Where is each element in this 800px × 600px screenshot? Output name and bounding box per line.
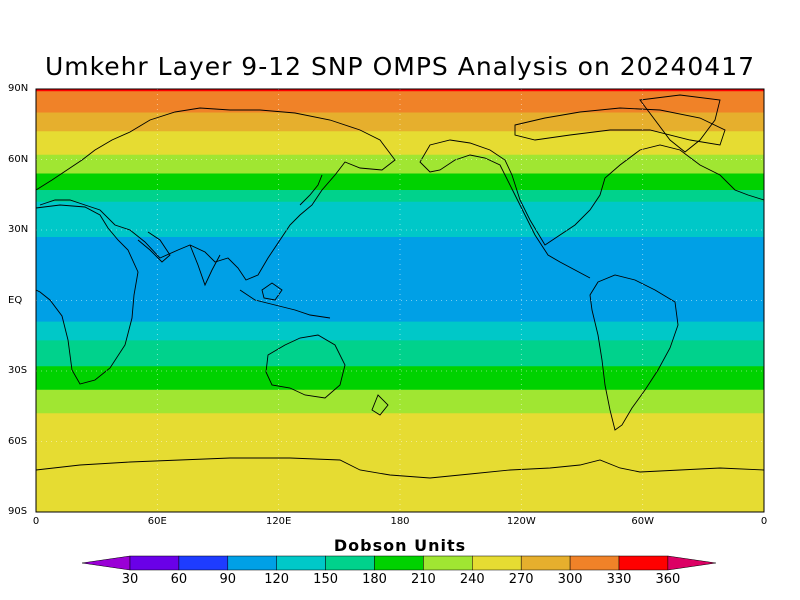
graticule <box>36 89 764 512</box>
chart-title: Umkehr Layer 9-12 SNP OMPS Analysis on 2… <box>44 52 756 81</box>
lat-label: 30N <box>8 224 29 235</box>
coastline-antarctica <box>36 457 764 479</box>
lat-label: EQ <box>8 294 23 306</box>
colorbar-swatch <box>325 555 375 571</box>
colorbar-tick-label: 210 <box>410 572 436 587</box>
colorbar-tick-label: 300 <box>557 572 583 587</box>
coastline-greenland <box>639 94 721 153</box>
coastline-africa <box>36 204 139 385</box>
coastline-north-america <box>419 139 764 279</box>
colorbar-tick-label: 60 <box>170 572 188 587</box>
colorbar-tick-label: 240 <box>459 572 485 587</box>
colorbar <box>81 555 716 571</box>
colorbar-tick-label: 180 <box>362 572 387 587</box>
colorbar-arrow-high <box>667 555 716 571</box>
coastlines <box>36 94 764 479</box>
colorbar-tick-label: 30 <box>121 572 139 587</box>
lat-label: 90S <box>8 506 28 517</box>
lon-label: 0 <box>760 516 768 527</box>
lat-label: 60N <box>8 153 29 165</box>
coastline-arabia <box>137 231 171 263</box>
lon-label: 0 <box>32 516 40 527</box>
lon-label: 120E <box>265 516 292 527</box>
lon-label: 120W <box>506 516 536 527</box>
colorbar-tick-label: 270 <box>508 572 534 587</box>
colorbar-tick-label: 150 <box>313 572 338 587</box>
lon-label: 180 <box>390 516 410 527</box>
plot-frame <box>35 88 765 513</box>
lon-label: 60E <box>147 516 167 527</box>
coastline-indonesia <box>239 289 331 319</box>
colorbar-tick-label: 90 <box>219 572 237 587</box>
ozone-contour-bands <box>36 89 764 512</box>
colorbar-swatch <box>472 555 522 571</box>
colorbar-swatch <box>423 555 473 571</box>
colorbar-swatch <box>374 555 424 571</box>
colorbar-tick-label: 330 <box>606 572 632 587</box>
colorbar-swatch <box>178 555 229 571</box>
colorbar-arrow-low <box>81 555 131 571</box>
lat-label: 90N <box>8 83 29 94</box>
coastline-australia <box>265 334 346 399</box>
colorbar-title: Dobson Units <box>333 536 467 555</box>
colorbar-tick-label: 120 <box>264 572 290 587</box>
lat-label: 30S <box>8 365 28 376</box>
coastline-japan <box>299 174 323 206</box>
colorbar-swatch <box>227 555 277 571</box>
coastline-india <box>189 244 221 287</box>
coastline-south-america <box>589 274 679 431</box>
colorbar-tick-label: 360 <box>655 572 681 587</box>
ozone-band-240 <box>36 413 764 512</box>
coastline-newzealand <box>371 394 389 416</box>
lat-label: 60S <box>8 435 28 447</box>
colorbar-swatch <box>618 555 669 571</box>
colorbar-swatch <box>129 555 180 571</box>
coastline-eurasia <box>36 107 396 281</box>
colorbar-swatch <box>276 555 326 571</box>
colorbar-swatch <box>569 555 620 571</box>
lon-label: 60W <box>631 516 654 527</box>
coastline-arctic-islands <box>514 107 726 146</box>
colorbar-swatch <box>520 555 571 571</box>
